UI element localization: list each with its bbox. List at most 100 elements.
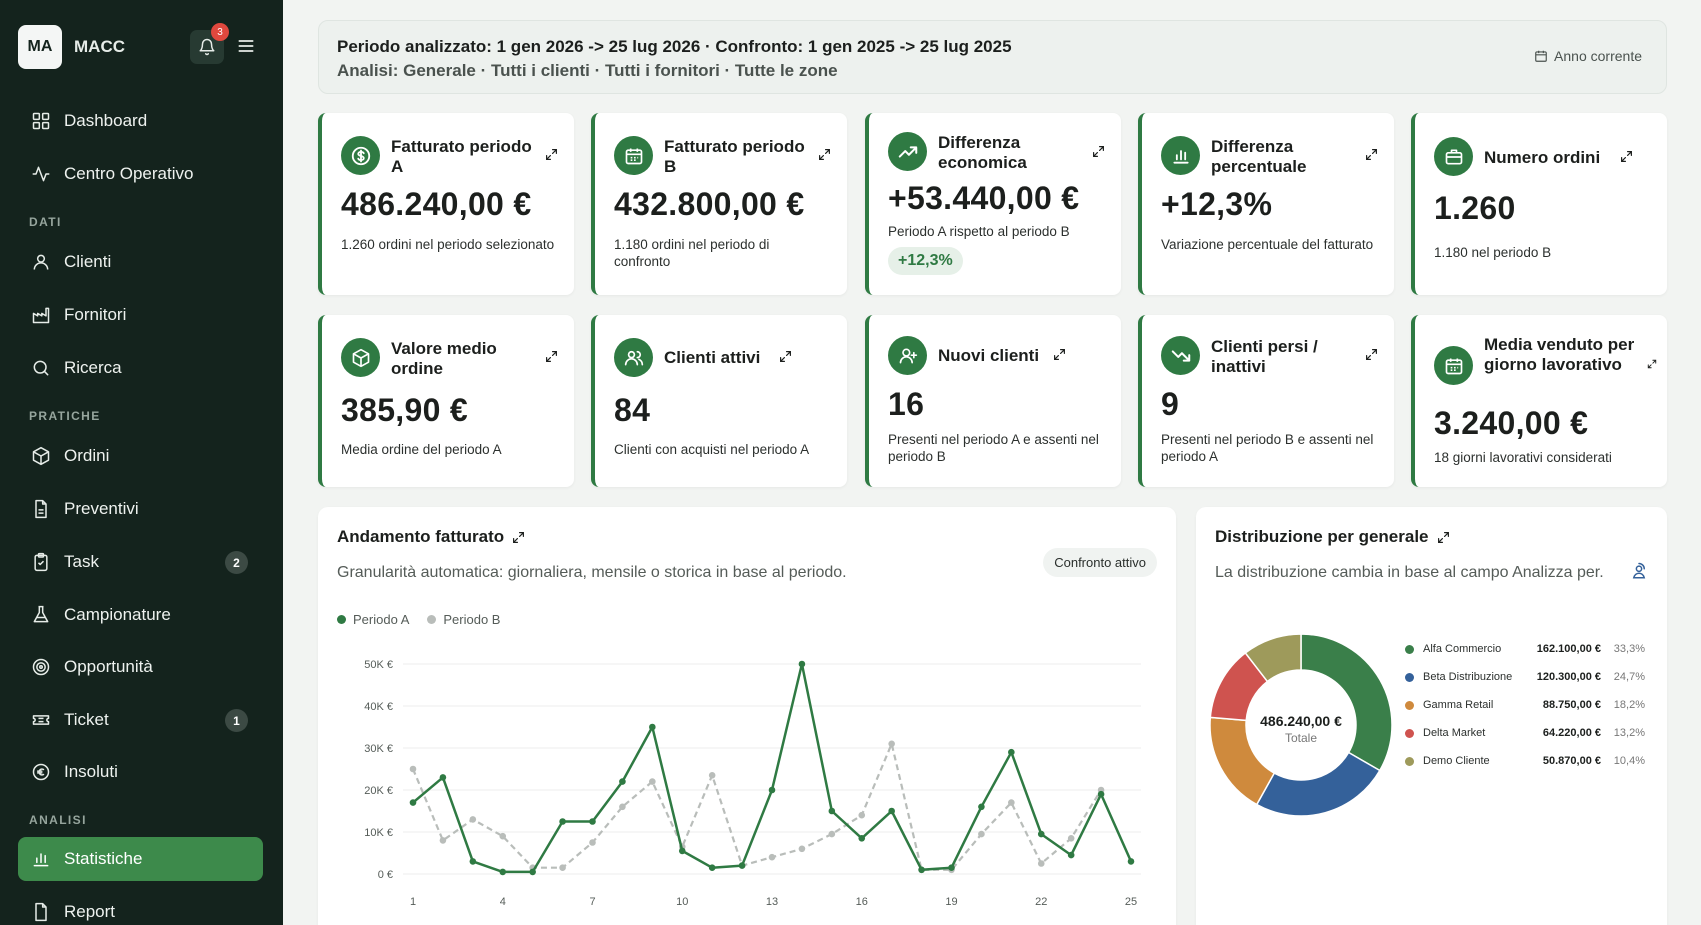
calendar-icon: [614, 136, 653, 175]
legend-row[interactable]: Delta Market 64.220,00 € 13,2%: [1405, 725, 1645, 741]
expand-icon[interactable]: [1365, 148, 1378, 161]
data-point[interactable]: [948, 864, 955, 871]
data-point[interactable]: [708, 864, 716, 871]
data-point[interactable]: [1067, 851, 1075, 859]
kpi-description: Presenti nel periodo B e assenti nel per…: [1161, 432, 1374, 464]
data-point[interactable]: [439, 774, 447, 781]
data-point[interactable]: [469, 858, 477, 865]
data-point[interactable]: [768, 853, 776, 861]
sidebar-item-dashboard[interactable]: Dashboard: [18, 99, 263, 143]
data-point[interactable]: [409, 765, 417, 773]
expand-icon[interactable]: [545, 350, 558, 363]
data-point[interactable]: [559, 864, 566, 871]
sidebar-item-task[interactable]: Task 2: [18, 540, 263, 584]
sidebar-item-centro-operativo[interactable]: Centro Operativo: [18, 152, 263, 196]
kpi-description: 1.260 ordini nel periodo selezionato: [341, 237, 555, 252]
donut-slice[interactable]: [1300, 633, 1393, 772]
calendar-icon: [1535, 50, 1547, 62]
hamburger-menu-icon[interactable]: [236, 36, 256, 56]
compare-toggle[interactable]: Confronto attivo: [1043, 548, 1157, 577]
sidebar-item-fornitori[interactable]: Fornitori: [18, 293, 263, 337]
data-point[interactable]: [1097, 790, 1105, 798]
sidebar-item-opportunita[interactable]: Opportunità: [18, 645, 263, 689]
data-point[interactable]: [619, 803, 626, 811]
expand-icon[interactable]: [818, 148, 831, 161]
data-point[interactable]: [619, 778, 626, 785]
data-point[interactable]: [1067, 835, 1075, 842]
kpi-card-differenza-percentuale: Differenza percentuale +12,3% Variazione…: [1138, 113, 1394, 295]
trend-panel: Andamento fatturato Granularità automati…: [318, 507, 1176, 925]
x-tick-label: 19: [945, 896, 957, 908]
data-point[interactable]: [649, 778, 656, 785]
sidebar-item-clienti[interactable]: Clienti: [18, 240, 263, 284]
sidebar-item-statistiche[interactable]: Statistiche: [18, 837, 263, 881]
sidebar-item-insoluti[interactable]: Insoluti: [18, 750, 263, 794]
period-range-selector[interactable]: Anno corrente: [1534, 48, 1642, 64]
expand-icon[interactable]: [512, 531, 525, 544]
legend-item-a[interactable]: Periodo A: [337, 612, 409, 627]
data-point[interactable]: [888, 807, 895, 815]
data-point[interactable]: [649, 723, 656, 731]
data-point[interactable]: [858, 835, 866, 842]
expand-icon[interactable]: [1053, 348, 1066, 361]
sidebar-item-report[interactable]: Report: [18, 890, 263, 925]
sidebar-item-campionature[interactable]: Campionature: [18, 593, 263, 637]
dollar-icon: [341, 136, 380, 175]
sidebar-item-ricerca[interactable]: Ricerca: [18, 346, 263, 390]
legend-row[interactable]: Gamma Retail 88.750,00 € 18,2%: [1405, 697, 1645, 713]
expand-icon[interactable]: [545, 148, 558, 161]
legend-value: 50.870,00 €: [1542, 755, 1601, 767]
data-point[interactable]: [409, 799, 417, 806]
kpi-value: +53.440,00 €: [888, 180, 1080, 216]
expand-icon[interactable]: [1437, 531, 1450, 544]
data-point[interactable]: [1037, 830, 1045, 838]
data-point[interactable]: [918, 866, 925, 874]
expand-icon[interactable]: [1092, 145, 1105, 158]
data-point[interactable]: [529, 868, 536, 876]
data-point[interactable]: [1037, 860, 1045, 867]
data-point[interactable]: [499, 832, 507, 840]
legend-row[interactable]: Beta Distribuzione 120.300,00 € 24,7%: [1405, 669, 1645, 685]
data-point[interactable]: [439, 837, 447, 844]
expand-icon[interactable]: [1620, 150, 1633, 163]
sidebar-item-ticket[interactable]: Ticket 1: [18, 698, 263, 742]
data-point[interactable]: [1127, 858, 1135, 865]
legend-row[interactable]: Demo Cliente 50.870,00 € 10,4%: [1405, 753, 1645, 769]
data-point[interactable]: [738, 862, 746, 869]
data-point[interactable]: [1008, 748, 1015, 756]
donut-slice[interactable]: [1255, 751, 1381, 817]
data-point[interactable]: [798, 845, 806, 853]
notifications-button[interactable]: 3: [190, 23, 229, 64]
donut-slice[interactable]: [1244, 633, 1302, 683]
data-point[interactable]: [978, 803, 985, 811]
dist-panel-title: Distribuzione per generale: [1215, 527, 1450, 547]
expand-icon[interactable]: [1647, 359, 1657, 369]
y-tick-label: 40K €: [364, 701, 393, 713]
data-point[interactable]: [708, 772, 716, 779]
nav-section-pratiche: PRATICHE: [29, 409, 101, 423]
data-point[interactable]: [499, 868, 507, 876]
data-point[interactable]: [559, 818, 566, 825]
user-location-icon[interactable]: [1630, 562, 1648, 580]
data-point[interactable]: [978, 830, 985, 838]
data-point[interactable]: [798, 660, 806, 668]
kpi-title: Nuovi clienti: [938, 346, 1040, 365]
data-point[interactable]: [828, 807, 836, 815]
expand-icon[interactable]: [779, 350, 792, 363]
data-point[interactable]: [1008, 799, 1015, 806]
data-point[interactable]: [469, 816, 477, 823]
sidebar-item-preventivi[interactable]: Preventivi: [18, 487, 263, 531]
data-point[interactable]: [768, 786, 776, 794]
expand-icon[interactable]: [1365, 348, 1378, 361]
data-point[interactable]: [858, 811, 866, 819]
legend-item-b[interactable]: Periodo B: [427, 612, 500, 627]
sidebar-item-ordini[interactable]: Ordini: [18, 434, 263, 478]
brand[interactable]: MA MACC: [18, 25, 125, 69]
data-point[interactable]: [888, 740, 895, 748]
data-point[interactable]: [589, 818, 596, 825]
data-point[interactable]: [589, 839, 596, 846]
legend-row[interactable]: Alfa Commercio 162.100,00 € 33,3%: [1405, 641, 1645, 657]
kpi-description: Variazione percentuale del fatturato: [1161, 237, 1374, 252]
data-point[interactable]: [678, 847, 686, 855]
data-point[interactable]: [828, 830, 836, 838]
